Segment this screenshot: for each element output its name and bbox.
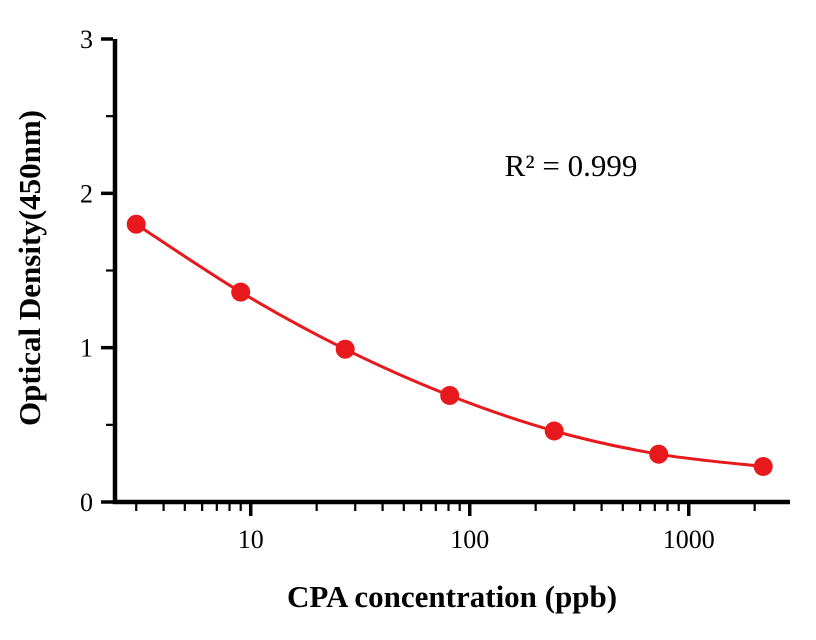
data-point [544, 421, 564, 441]
y-axis-title: Optical Density(450nm) [12, 109, 47, 427]
x-axis-title: CPA concentration (ppb) [286, 579, 618, 614]
y-tick-label: 0 [80, 488, 93, 517]
x-tick-label: 1000 [663, 525, 715, 554]
fit-curve [135, 222, 764, 468]
data-point [440, 386, 460, 405]
data-point [335, 339, 355, 359]
data-point [753, 457, 773, 476]
r-squared-annotation: R² = 0.999 [504, 148, 638, 183]
y-tick-label: 1 [80, 334, 93, 363]
x-tick-label: 100 [450, 525, 489, 554]
data-point [649, 444, 669, 464]
x-tick-label: 10 [238, 525, 264, 554]
data-point [126, 214, 146, 234]
axes-frame [112, 39, 790, 505]
data-point [231, 282, 251, 302]
y-tick-label: 2 [80, 179, 93, 208]
y-tick-label: 3 [80, 25, 93, 54]
